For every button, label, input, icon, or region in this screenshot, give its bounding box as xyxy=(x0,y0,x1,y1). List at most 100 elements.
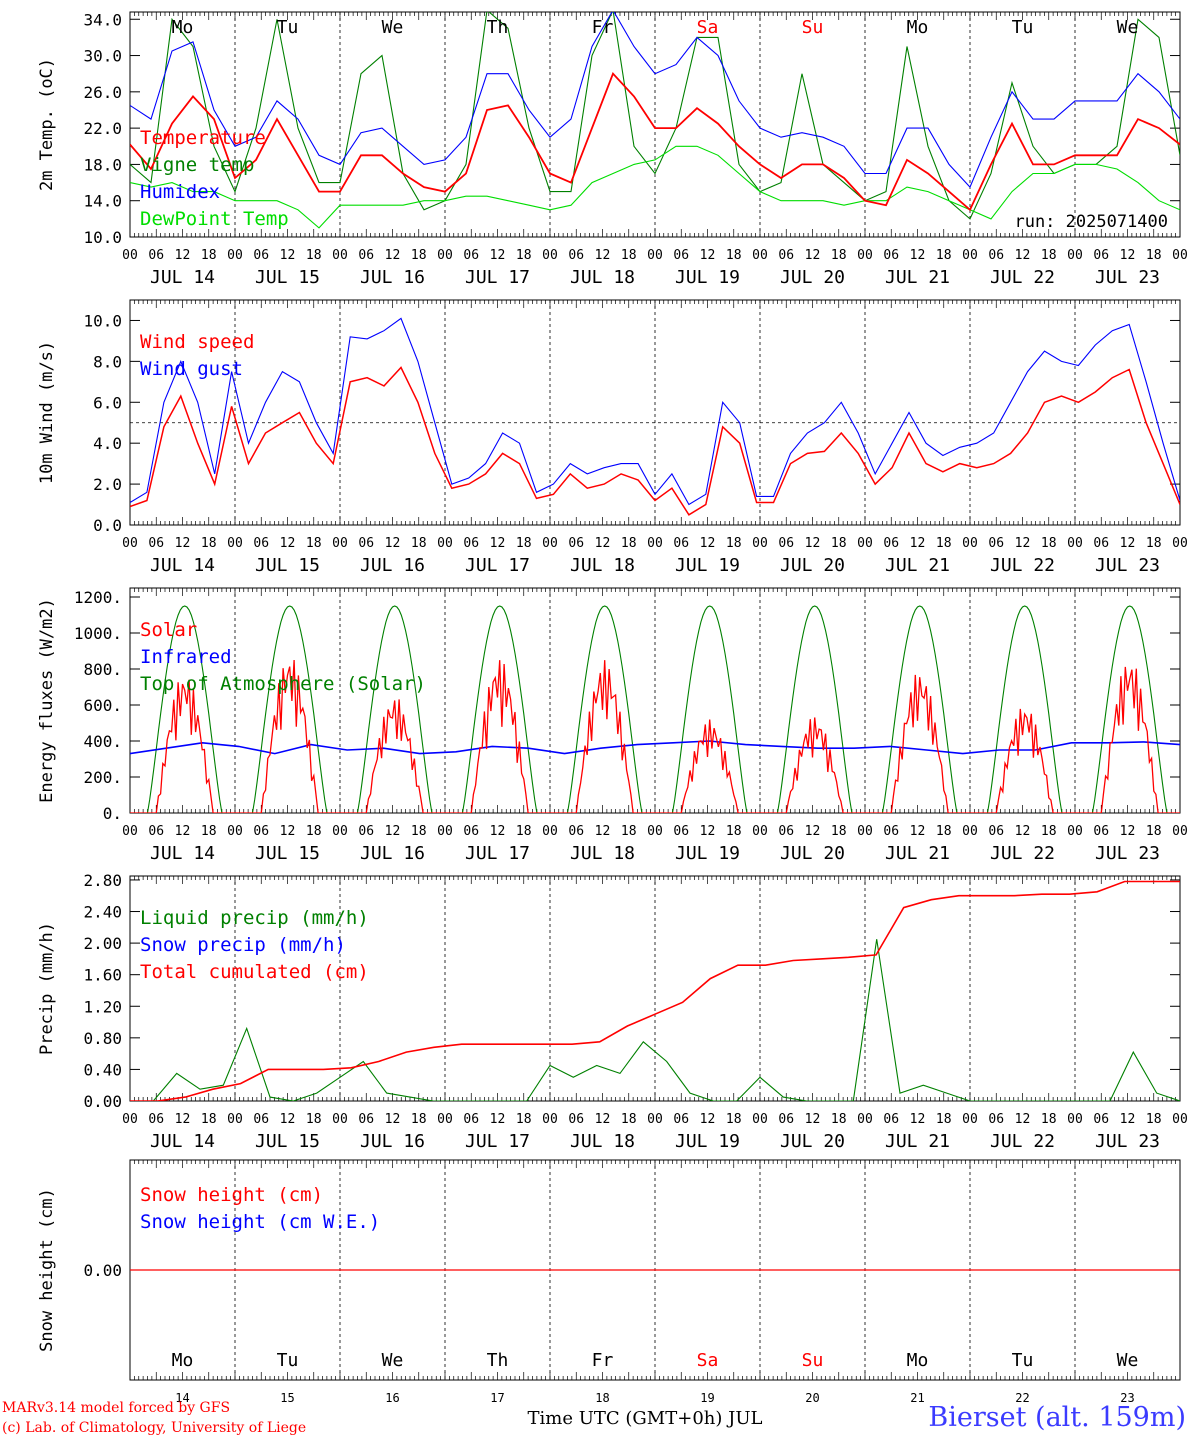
x-hour-label: 00 xyxy=(332,536,348,551)
x-hour-label: 06 xyxy=(778,536,794,551)
plot-area xyxy=(130,880,1180,1101)
x-hour-label: 00 xyxy=(857,248,873,263)
x-hour-label: 12 xyxy=(175,536,191,551)
y-tick-label: 10.0 xyxy=(83,228,122,247)
x-hour-label: 00 xyxy=(227,824,243,839)
x-hour-label: 00 xyxy=(857,536,873,551)
weekday-label: Mo xyxy=(172,1350,194,1371)
panel-2: 10m Wind (m/s) 0.0 2.0 4.0 6.0 8.0 10.0 00 06 12 1… xyxy=(37,299,1188,576)
x-hour-label: 06 xyxy=(883,824,899,839)
x-date-label: JUL 19 xyxy=(675,267,740,288)
x-hour-label: 00 xyxy=(647,1112,663,1127)
x-hour-label: 12 xyxy=(385,536,401,551)
hour-minor-ticks xyxy=(129,300,1181,525)
legend-entry: Temperature xyxy=(140,127,266,149)
x-hour-label: 12 xyxy=(175,248,191,263)
x-date-label: JUL 21 xyxy=(885,555,950,576)
x-hour-label: 00 xyxy=(437,824,453,839)
series-total-cumulated xyxy=(130,880,1180,1101)
x-hour-label: 06 xyxy=(673,248,689,263)
legend-entry: Wind gust xyxy=(140,358,243,380)
x-hour-label: 06 xyxy=(568,536,584,551)
x-hour-label: 18 xyxy=(201,1112,217,1127)
weekday-label: Tu xyxy=(277,1350,299,1371)
x-hour-label: 18 xyxy=(516,248,532,263)
y-axis-label: Energy fluxes (W/m2) xyxy=(37,598,57,803)
x-hour-label: 06 xyxy=(358,824,374,839)
x-hour-label: 18 xyxy=(411,824,427,839)
x-hour-label: 12 xyxy=(595,248,611,263)
weekday-label: Sa xyxy=(697,1350,719,1371)
x-hour-label: 00 xyxy=(122,1112,138,1127)
x-hour-label: 12 xyxy=(385,824,401,839)
x-hour-label: 00 xyxy=(227,248,243,263)
x-date-label: JUL 17 xyxy=(465,267,530,288)
plot-frame xyxy=(129,587,1181,814)
weekday-label: Sa xyxy=(697,17,719,38)
x-hour-label: 18 xyxy=(201,248,217,263)
y-tick-label: 14.0 xyxy=(83,192,122,211)
x-hour-label: 18 xyxy=(936,536,952,551)
x-hour-label: 18 xyxy=(1146,824,1162,839)
weekday-label: Mo xyxy=(907,17,929,38)
x-hour-label: 00 xyxy=(647,824,663,839)
copyright-credit: (c) Lab. of Climatology, University of L… xyxy=(2,1420,307,1436)
x-hour-label: 00 xyxy=(332,248,348,263)
x-date-label: JUL 16 xyxy=(360,267,425,288)
panel-3: Energy fluxes (W/m2) 0. 200. 400. 600. 800. 10… xyxy=(37,587,1188,864)
day-number-label: 19 xyxy=(700,1391,714,1405)
x-hour-label: 00 xyxy=(227,1112,243,1127)
x-date-label: JUL 19 xyxy=(675,843,740,864)
x-hour-label: 18 xyxy=(726,248,742,263)
x-date-label: JUL 23 xyxy=(1095,843,1160,864)
hour-minor-ticks xyxy=(129,12,1181,237)
x-hour-label: 00 xyxy=(752,248,768,263)
x-date-label: JUL 15 xyxy=(255,843,320,864)
x-hour-label: 00 xyxy=(542,248,558,263)
weekday-label: Su xyxy=(802,1350,824,1371)
plot-area xyxy=(130,317,1180,516)
x-hour-label: 00 xyxy=(122,824,138,839)
x-hour-label: 06 xyxy=(148,1112,164,1127)
x-hour-label: 18 xyxy=(306,536,322,551)
y-tick-label: 2.80 xyxy=(83,871,122,890)
day-number-label: 21 xyxy=(910,1391,924,1405)
y-tick-label: 1000. xyxy=(74,624,122,643)
x-hour-label: 00 xyxy=(437,248,453,263)
x-hour-label: 00 xyxy=(1067,1112,1083,1127)
x-hour-label: 12 xyxy=(280,1112,296,1127)
x-date-label: JUL 23 xyxy=(1095,555,1160,576)
y-tick-label: 34.0 xyxy=(83,10,122,29)
weekday-label: We xyxy=(1117,1350,1139,1371)
x-hour-label: 00 xyxy=(752,536,768,551)
x-hour-label: 12 xyxy=(490,248,506,263)
x-hour-label: 12 xyxy=(280,536,296,551)
hour-minor-ticks xyxy=(129,876,1181,1101)
x-hour-label: 12 xyxy=(1120,1112,1136,1127)
weekday-label: Tu xyxy=(1012,1350,1034,1371)
x-hour-label: 18 xyxy=(411,536,427,551)
x-hour-label: 00 xyxy=(647,248,663,263)
weekday-label: Mo xyxy=(172,17,194,38)
x-hour-label: 06 xyxy=(988,248,1004,263)
x-hour-label: 00 xyxy=(437,1112,453,1127)
x-hour-label: 18 xyxy=(201,824,217,839)
y-tick-label: 22.0 xyxy=(83,119,122,138)
x-hour-label: 12 xyxy=(805,248,821,263)
x-hour-label: 06 xyxy=(1093,824,1109,839)
x-hour-label: 18 xyxy=(831,824,847,839)
x-hour-label: 18 xyxy=(936,248,952,263)
x-hour-label: 00 xyxy=(1067,536,1083,551)
x-hour-label: 12 xyxy=(700,824,716,839)
x-hour-label: 12 xyxy=(385,1112,401,1127)
x-hour-label: 06 xyxy=(988,1112,1004,1127)
x-hour-label: 00 xyxy=(1172,824,1188,839)
x-date-label: JUL 18 xyxy=(570,843,635,864)
x-hour-label: 06 xyxy=(1093,536,1109,551)
x-hour-label: 18 xyxy=(726,536,742,551)
x-hour-label: 18 xyxy=(516,824,532,839)
x-hour-label: 18 xyxy=(1146,1112,1162,1127)
x-hour-label: 06 xyxy=(253,824,269,839)
legend-entry: Liquid precip (mm/h) xyxy=(140,907,369,929)
